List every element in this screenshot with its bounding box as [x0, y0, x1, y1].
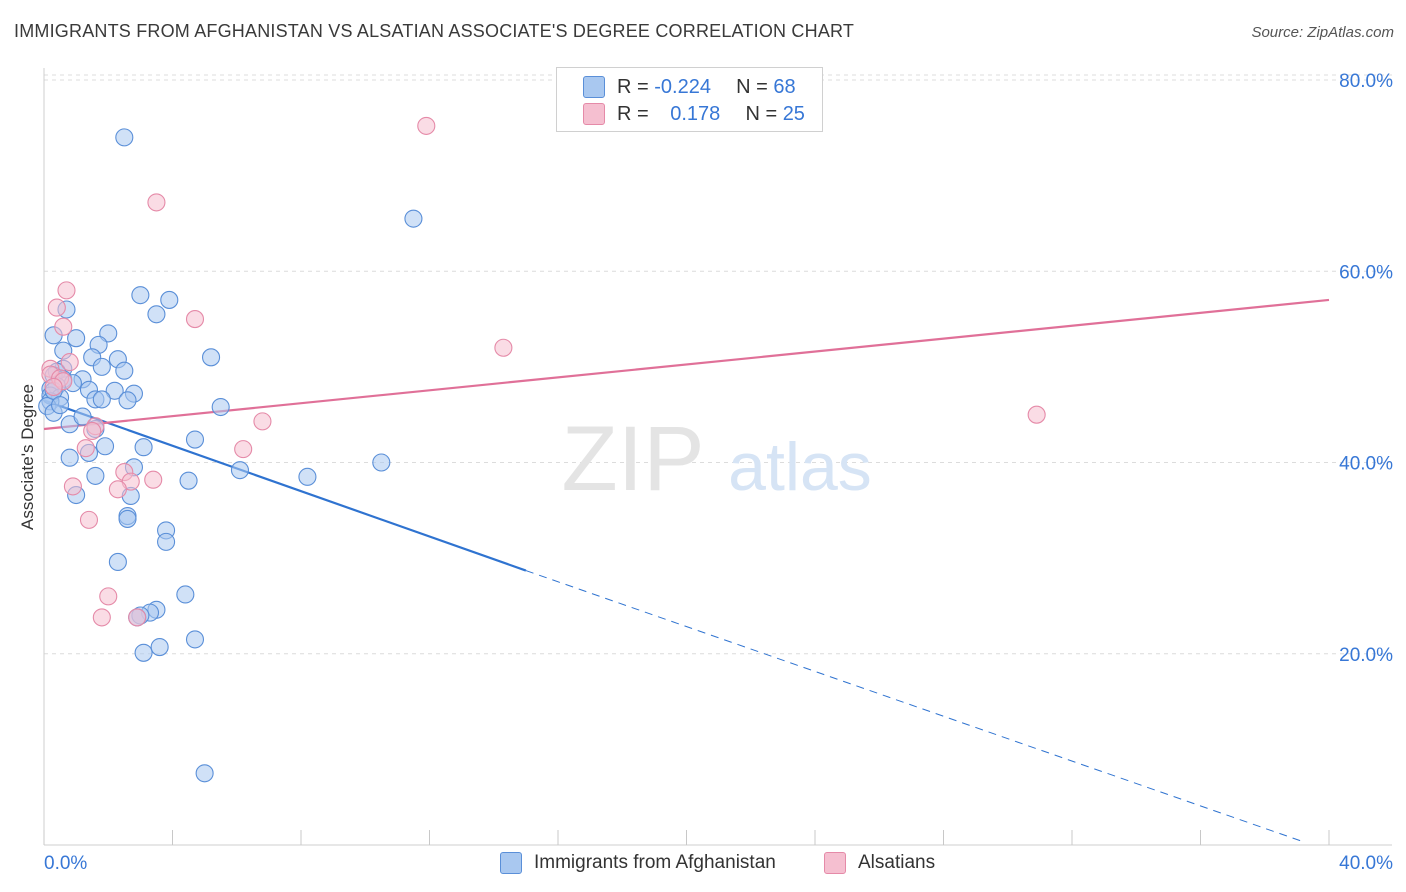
source-label: Source: ZipAtlas.com: [1251, 24, 1394, 41]
afghanistan-point: [60, 448, 79, 467]
alsatian-point: [57, 281, 76, 300]
alsatian-point: [185, 310, 205, 329]
legend-r-value: 0.178: [670, 102, 721, 125]
alsatian-point: [83, 421, 102, 440]
afghanistan-points: [38, 128, 423, 783]
afghanistan-point: [134, 438, 153, 457]
y-tick-label: 60.0%: [1339, 262, 1393, 283]
legend-n-value: 68: [773, 75, 796, 98]
afghanistan-point: [118, 391, 137, 410]
alsatian-point: [417, 116, 436, 135]
x-tick-labels: 0.0% 40.0%: [44, 853, 1393, 874]
afghanistan-point: [211, 397, 230, 417]
afghanistan-point: [157, 532, 176, 551]
afghanistan-point: [230, 461, 250, 480]
afghanistan-point: [176, 585, 195, 604]
legend-swatch-blue: [583, 76, 605, 98]
alsatian-trend-line: [43, 298, 1330, 431]
alsatian-point: [147, 193, 166, 212]
grid-lines: [44, 74, 1392, 655]
alsatian-point: [79, 510, 99, 529]
afghanistan-point: [73, 407, 92, 426]
afghanistan-point: [118, 509, 137, 528]
afghanistan-point: [147, 305, 166, 324]
bottom-legend-label: Immigrants from Afghanistan: [534, 852, 776, 873]
afghanistan-trend-extension: [525, 570, 1305, 843]
bottom-legend-alsatians: Alsatians: [824, 852, 935, 874]
afghanistan-point: [404, 209, 423, 228]
watermark-zip: ZIP: [561, 408, 704, 510]
afghanistan-point: [86, 466, 105, 485]
bottom-legend-label: Alsatians: [858, 852, 936, 873]
afghanistan-point: [185, 430, 205, 449]
alsatian-point: [1027, 405, 1046, 424]
alsatian-point: [128, 608, 147, 627]
trend-lines: [43, 298, 1330, 843]
alsatian-point: [60, 353, 79, 372]
alsatian-point: [108, 480, 127, 499]
correlation-legend: R = -0.224 N = 68 R = 0.178 N = 25: [556, 67, 823, 132]
alsatian-point: [47, 298, 66, 317]
bottom-legend-swatch-pink: [824, 852, 846, 874]
afghanistan-point: [67, 329, 86, 348]
legend-n-value: 25: [782, 102, 805, 125]
afghanistan-point: [92, 357, 111, 376]
alsatian-point: [63, 477, 82, 496]
legend-n-label: N =: [745, 102, 783, 125]
x-tick-label-min: 0.0%: [44, 853, 87, 874]
watermark-atlas: atlas: [728, 429, 872, 505]
afghanistan-point: [131, 286, 150, 305]
y-axis-label: Associate's Degree: [18, 384, 37, 530]
alsatian-point: [92, 608, 111, 627]
afghanistan-point: [95, 437, 115, 456]
alsatian-point: [44, 377, 63, 397]
alsatian-point: [144, 470, 163, 489]
y-tick-labels: 20.0% 40.0% 60.0% 80.0%: [1339, 71, 1393, 666]
afghanistan-point: [134, 643, 153, 662]
afghanistan-point: [92, 390, 111, 409]
alsatian-points: [41, 116, 1046, 627]
afghanistan-point: [150, 638, 169, 657]
legend-swatch-pink: [583, 103, 605, 125]
alsatian-point: [234, 440, 253, 459]
bottom-legend-swatch-blue: [500, 852, 522, 874]
afghanistan-point: [195, 764, 214, 783]
alsatian-point: [54, 317, 73, 336]
bottom-legend-afghanistan: Immigrants from Afghanistan: [500, 852, 776, 874]
afghanistan-point: [105, 381, 124, 400]
y-tick-label: 40.0%: [1339, 454, 1393, 475]
afghanistan-point: [179, 471, 198, 490]
y-tick-label: 80.0%: [1339, 71, 1393, 92]
alsatian-point: [76, 439, 95, 458]
y-tick-label: 20.0%: [1339, 645, 1393, 666]
afghanistan-point: [115, 361, 134, 380]
legend-r-value: -0.224: [654, 75, 711, 98]
x-tick-label-max: 40.0%: [1339, 853, 1393, 874]
legend-r-label: R =: [617, 102, 655, 125]
chart-title: IMMIGRANTS FROM AFGHANISTAN VS ALSATIAN …: [14, 21, 855, 41]
alsatian-point: [494, 338, 513, 357]
afghanistan-point: [298, 467, 317, 486]
afghanistan-trend-line: [43, 399, 527, 572]
axes: [43, 68, 1392, 846]
afghanistan-point: [372, 453, 391, 472]
afghanistan-point: [51, 396, 70, 415]
afghanistan-point: [185, 630, 205, 649]
legend-n-label: N =: [736, 75, 774, 98]
alsatian-point: [253, 412, 272, 431]
afghanistan-point: [160, 290, 179, 309]
alsatian-point: [99, 587, 118, 606]
watermark: ZIP atlas: [561, 408, 871, 510]
afghanistan-point: [108, 552, 127, 572]
afghanistan-point: [202, 348, 221, 367]
legend-r-label: R =: [617, 75, 655, 98]
afghanistan-point: [115, 128, 134, 147]
